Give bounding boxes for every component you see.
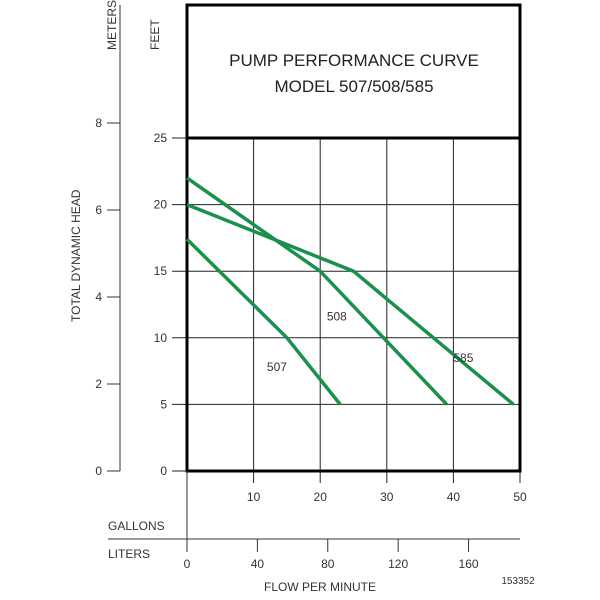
x-axis-label: FLOW PER MINUTE — [264, 580, 376, 594]
series-line-585 — [186, 202, 515, 406]
gallon-tick-label: 50 — [513, 490, 527, 504]
meter-tick-label: 4 — [95, 290, 102, 304]
liter-tick-label: 80 — [321, 557, 335, 571]
series-label-507: 507 — [267, 360, 287, 374]
feet-tick-label: 20 — [154, 198, 168, 212]
feet-tick-label: 25 — [154, 131, 168, 145]
series-lines: 507 508 585 — [185, 176, 515, 406]
gallon-tick-label: 10 — [247, 490, 261, 504]
feet-tick-label: 15 — [154, 264, 168, 278]
liter-tick-label: 40 — [251, 557, 265, 571]
gallon-tick-label: 20 — [314, 490, 328, 504]
gallon-tick-label: 30 — [380, 490, 394, 504]
meter-tick-label: 0 — [95, 464, 102, 478]
meter-tick-label: 6 — [95, 203, 102, 217]
feet-tick-label: 5 — [160, 397, 167, 411]
feet-tick-label: 10 — [154, 331, 168, 345]
liters-label: LITERS — [108, 547, 150, 561]
liter-tick-label: 160 — [459, 557, 479, 571]
chart-title: PUMP PERFORMANCE CURVE — [229, 51, 479, 70]
chart-frame — [185, 3, 522, 473]
liter-tick-label: 120 — [388, 557, 408, 571]
meter-tick-label: 8 — [95, 116, 102, 130]
chart-code: 153352 — [501, 576, 535, 587]
feet-tick-label: 0 — [160, 464, 167, 478]
meter-tick-label: 2 — [95, 377, 102, 391]
meters-label: METERS — [105, 0, 119, 50]
liter-tick-label: 0 — [184, 557, 191, 571]
series-line-507 — [185, 237, 342, 406]
series-label-585: 585 — [453, 351, 473, 365]
gallons-label: GALLONS — [108, 519, 165, 533]
y-axis-label: TOTAL DYNAMIC HEAD — [69, 189, 83, 322]
feet-label: FEET — [148, 19, 162, 50]
gallon-tick-label: 40 — [447, 490, 461, 504]
series-label-508: 508 — [327, 309, 347, 323]
series-line-508 — [185, 176, 449, 406]
chart-subtitle: MODEL 507/508/585 — [274, 77, 433, 96]
